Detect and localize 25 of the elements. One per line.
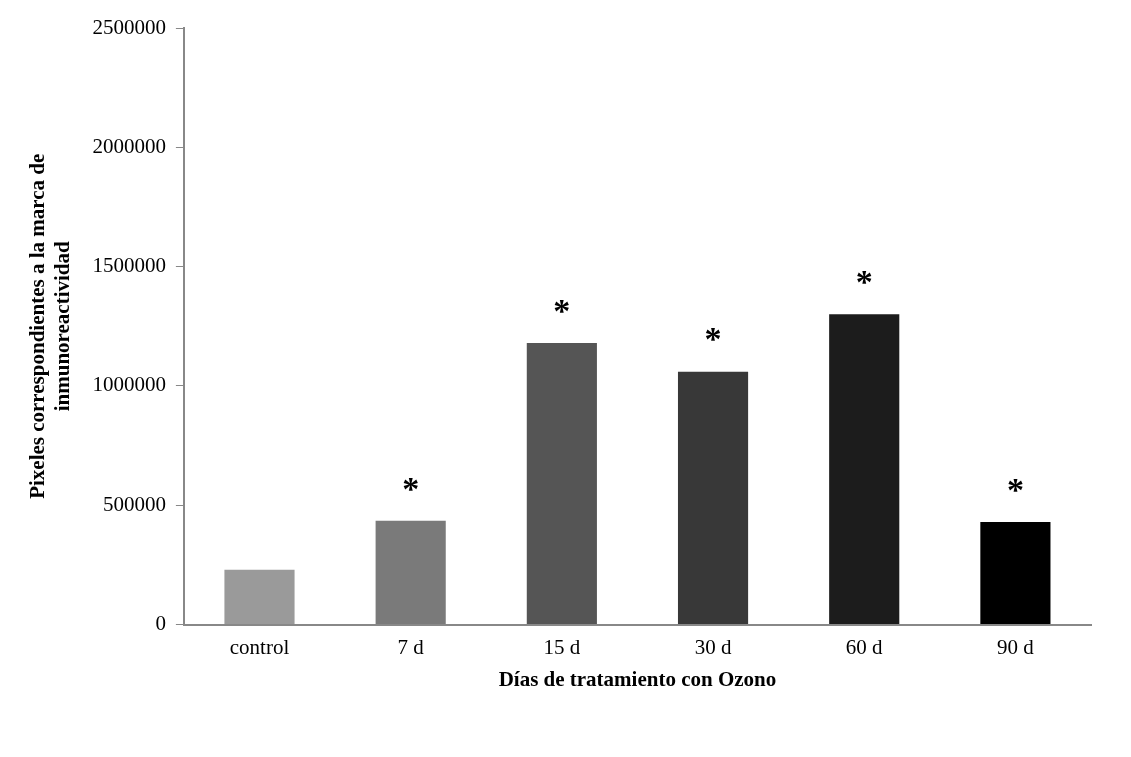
y-tick-label: 0: [155, 611, 166, 636]
annotation: *: [1006, 470, 1024, 508]
bar: [375, 520, 446, 625]
bar: [980, 521, 1051, 625]
x-tick-label: 15 d: [543, 634, 581, 659]
bar: [829, 314, 900, 625]
bar: [677, 371, 749, 625]
y-tick-label: 500000: [102, 491, 166, 516]
annotation: *: [704, 320, 722, 358]
annotation: *: [855, 263, 873, 301]
y-tick-label: 2500000: [92, 14, 166, 39]
x-tick-label: 90 d: [997, 634, 1035, 659]
x-tick-label: control: [229, 634, 290, 659]
bar: [526, 343, 597, 625]
y-axis-title: Pixeles correspondientes a la marca de inmunoreactividad: [25, 153, 75, 499]
annotation: *: [553, 291, 571, 329]
x-tick-label: 7 d: [397, 634, 425, 659]
x-tick-label: 30 d: [694, 634, 732, 659]
y-tick-label: 1000000: [92, 372, 166, 397]
y-tick-label: 1500000: [92, 253, 166, 278]
bar: [224, 569, 295, 625]
annotation: *: [402, 469, 420, 507]
x-axis-title: Días de tratamiento con Ozono: [498, 666, 777, 691]
y-tick-label: 2000000: [92, 133, 166, 158]
x-tick-label: 60 d: [845, 634, 884, 659]
